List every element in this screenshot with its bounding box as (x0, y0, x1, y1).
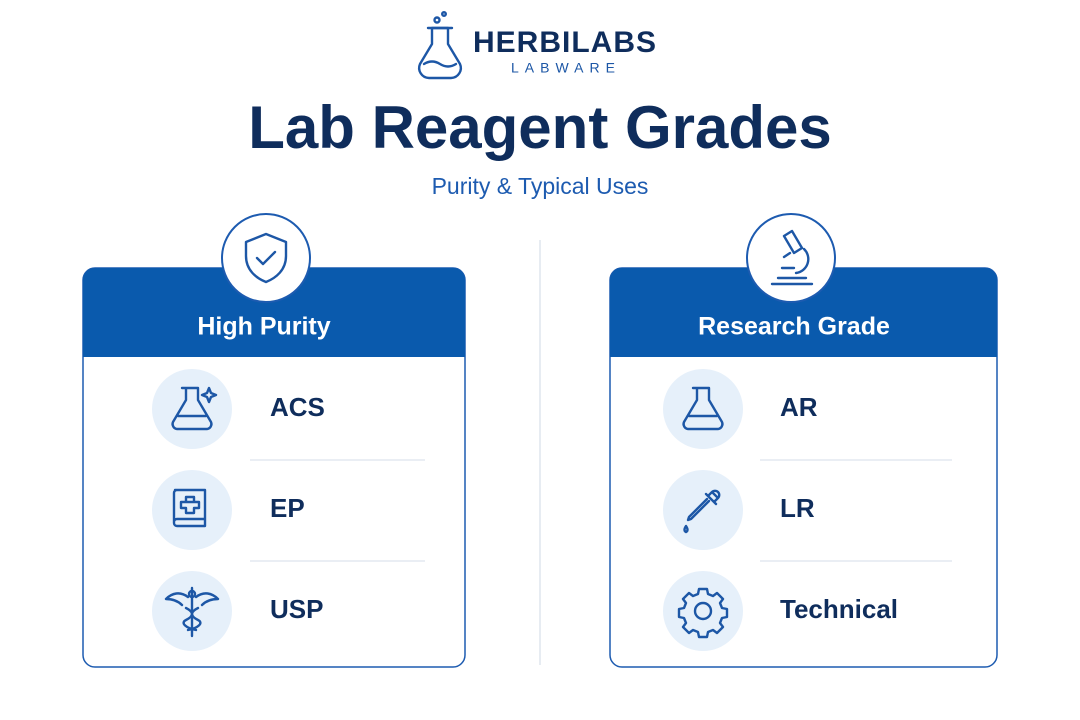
grade-label: LR (780, 493, 815, 523)
icon-bg (152, 470, 232, 550)
icon-bg (663, 571, 743, 651)
brand-tagline: LABWARE (511, 60, 621, 76)
panel-title: High Purity (197, 313, 330, 341)
microscope-icon (770, 229, 814, 286)
caduceus-icon (164, 586, 220, 638)
grade-label: AR (780, 392, 818, 422)
book-icon (172, 488, 207, 528)
grade-label: ACS (270, 392, 325, 422)
grade-label: Technical (780, 594, 898, 624)
grade-label: USP (270, 594, 323, 624)
panel-title: Research Grade (698, 313, 890, 341)
shield-icon (244, 232, 288, 284)
flask-icon (682, 386, 724, 431)
panel-badge (746, 213, 836, 303)
icon-bg (152, 369, 232, 449)
gear-icon (677, 587, 729, 639)
panel-badge (221, 213, 311, 303)
subtitle: Purity & Typical Uses (432, 173, 649, 199)
panel-header (83, 268, 465, 357)
grade-label: EP (270, 493, 305, 523)
panel-header (610, 268, 997, 357)
dropper-icon (683, 489, 721, 534)
flask-icon (171, 386, 218, 431)
panel: Research Grade AR LR Technical (609, 213, 998, 668)
panel: High Purity ACS EP USP (82, 213, 466, 668)
title: Lab Reagent Grades (248, 94, 832, 161)
logo-icon (417, 10, 463, 80)
brand-name: HERBILABS (473, 26, 657, 59)
icon-bg (663, 470, 743, 550)
icon-bg (663, 369, 743, 449)
